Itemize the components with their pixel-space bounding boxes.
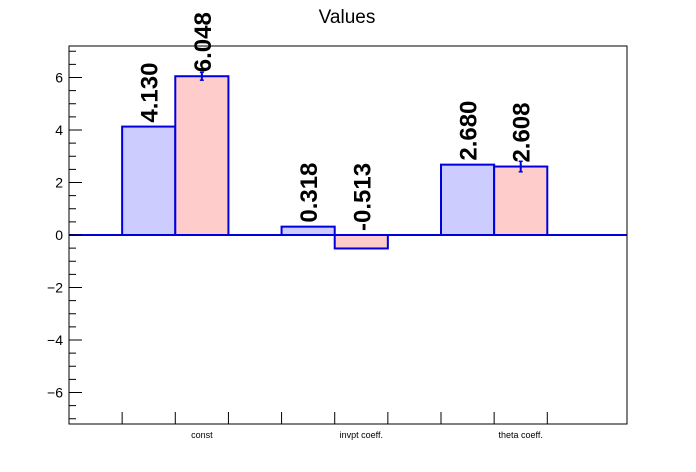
bar-s1-theta-coeff- bbox=[440, 163, 496, 236]
bar-s2-invpt-coeff- bbox=[333, 234, 389, 250]
bars-layer bbox=[121, 75, 549, 250]
y-tick-label: 4 bbox=[55, 122, 63, 138]
y-tick-label: −2 bbox=[47, 280, 63, 296]
data-label: 6.048 bbox=[190, 12, 217, 72]
y-tick-label: 2 bbox=[55, 175, 63, 191]
y-axis: −6 −4 −2 0 2 4 6 bbox=[47, 50, 82, 420]
y-tick-label: 6 bbox=[55, 70, 63, 86]
data-labels-layer: 4.130 0.318 2.680 6.048 -0.513 2.608 bbox=[137, 12, 536, 231]
data-label: 2.608 bbox=[509, 102, 536, 162]
data-label: 4.130 bbox=[137, 63, 164, 123]
chart-title: Values bbox=[319, 7, 376, 28]
bar-s1-const bbox=[121, 125, 177, 236]
y-tick-label: −6 bbox=[47, 385, 63, 401]
bar-s2-const bbox=[174, 75, 230, 236]
bar-s2-theta-coeff- bbox=[493, 165, 549, 236]
y-tick-label: −4 bbox=[47, 332, 63, 348]
bar-s1-invpt-coeff- bbox=[280, 225, 336, 236]
data-label: -0.513 bbox=[349, 163, 376, 231]
y-tick-label: 0 bbox=[55, 227, 63, 243]
data-label: 0.318 bbox=[296, 163, 323, 223]
x-axis: const invpt coeff. theta coeff. bbox=[121, 412, 548, 440]
error-bars-layer bbox=[199, 71, 523, 173]
x-category-label: theta coeff. bbox=[499, 430, 543, 440]
x-category-label: invpt coeff. bbox=[340, 430, 383, 440]
x-category-label: const bbox=[191, 430, 213, 440]
data-label: 2.680 bbox=[456, 101, 483, 161]
